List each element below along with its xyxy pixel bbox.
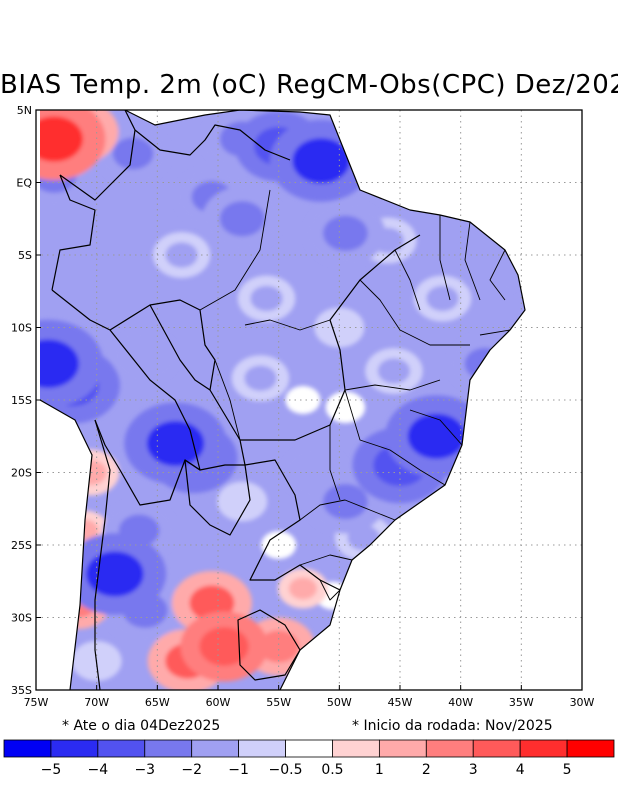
bias-contour-core: [293, 392, 313, 408]
colorbar-label: −5: [41, 762, 62, 778]
y-tick-label: 10S: [11, 322, 32, 335]
y-tick-label: 5N: [17, 104, 32, 117]
state-borders: [199, 189, 511, 601]
x-tick-label: 65W: [145, 696, 170, 709]
uruguay-border: [237, 609, 301, 681]
bias-contour-core: [199, 627, 249, 666]
colorbar-swatch: [566, 739, 615, 758]
colorbar-label: 5: [563, 762, 572, 778]
colorbar-swatch: [425, 739, 474, 758]
venezuela-border: [124, 110, 291, 161]
colorbar-swatch: [238, 739, 286, 758]
bias-contour-core: [426, 285, 459, 312]
colorbar-swatch: [50, 739, 99, 758]
country-borders: [39, 110, 526, 690]
colorbar-label: 2: [422, 762, 431, 778]
x-tick-label: 55W: [266, 696, 291, 709]
bias-contour-core: [244, 365, 277, 391]
colorbar-label: 3: [469, 762, 478, 778]
x-tick-label: 70W: [84, 696, 109, 709]
brazil-border: [51, 234, 421, 591]
bias-contour-core: [86, 551, 144, 597]
map-title: BIAS Temp. 2m (oC) RegCM-Obs(CPC) Dez/20…: [0, 70, 618, 100]
y-tick-label: 35S: [11, 684, 32, 697]
colorbar-label: −1: [228, 762, 249, 778]
y-tick-label: 20S: [11, 467, 32, 480]
bias-contour-core: [323, 483, 368, 520]
bias-contour-core: [472, 255, 510, 284]
colorbar-label: −2: [181, 762, 202, 778]
bolivia-border: [94, 329, 201, 506]
colorbar-swatch: [3, 739, 52, 758]
colombia-border: [59, 129, 136, 201]
latitude-axis: 5N EQ 5S 10S 15S 20S 25S 30S 35S: [11, 104, 41, 697]
colorbar-label: 0.5: [321, 762, 343, 778]
colorbar-swatch: [378, 739, 427, 758]
longitude-axis: 75W 70W 65W 60W 55W 50W 45W 40W 35W 30W: [24, 685, 595, 709]
bias-contour-core: [323, 215, 368, 251]
bias-contour-core: [377, 358, 411, 384]
run-start-note: * Inicio da rodada: Nov/2025: [352, 718, 553, 734]
colorbar-swatch: [332, 739, 380, 758]
bias-contour-core: [40, 339, 79, 388]
colorbar-swatch: [285, 739, 333, 758]
colorbar-swatch: [97, 739, 146, 758]
x-tick-label: 75W: [24, 696, 49, 709]
bias-contour-core: [127, 342, 164, 371]
bias-contour-core: [258, 630, 299, 663]
y-tick-label: 25S: [11, 539, 32, 552]
paraguay-border: [184, 459, 251, 536]
peru-border: [51, 174, 96, 291]
colorbar-swatch: [519, 739, 568, 758]
y-tick-label: 30S: [11, 612, 32, 625]
bias-contour-core: [292, 138, 350, 184]
run-date-note: * Ate o dia 04Dez2025: [62, 718, 221, 734]
bias-contour-core: [250, 285, 283, 312]
x-tick-label: 40W: [448, 696, 473, 709]
bias-contour-core: [40, 116, 83, 162]
colorbar: −5 −4 −3 −2 −1 −0.5 0.5 1 2 3 4 5: [3, 739, 615, 778]
colorbar-label: 1: [375, 762, 384, 778]
x-tick-label: 50W: [327, 696, 352, 709]
bias-contour-core: [288, 577, 317, 600]
bias-contour-core: [407, 413, 466, 459]
colorbar-label: −3: [134, 762, 155, 778]
bias-contour-core: [146, 420, 205, 467]
x-tick-label: 35W: [509, 696, 534, 709]
bias-field: [40, 110, 524, 690]
argentina-chile-border: [94, 419, 111, 690]
colorbar-swatch: [472, 739, 521, 758]
y-tick-label: 15S: [11, 394, 32, 407]
bias-contour-core: [219, 201, 265, 237]
colorbar-swatch: [191, 739, 240, 758]
y-tick-label: 5S: [18, 249, 32, 262]
colorbar-label: 4: [516, 762, 525, 778]
x-tick-label: 45W: [388, 696, 413, 709]
bias-contour-core: [165, 242, 198, 268]
bias-contour-core: [112, 137, 154, 170]
colorbar-label: −0.5: [269, 762, 303, 778]
x-tick-label: 30W: [570, 696, 595, 709]
bias-contour-core: [228, 490, 257, 513]
colorbar-swatch: [144, 739, 193, 758]
colorbar-label: −4: [88, 762, 109, 778]
y-tick-label: EQ: [16, 177, 32, 190]
x-tick-label: 60W: [206, 696, 231, 709]
